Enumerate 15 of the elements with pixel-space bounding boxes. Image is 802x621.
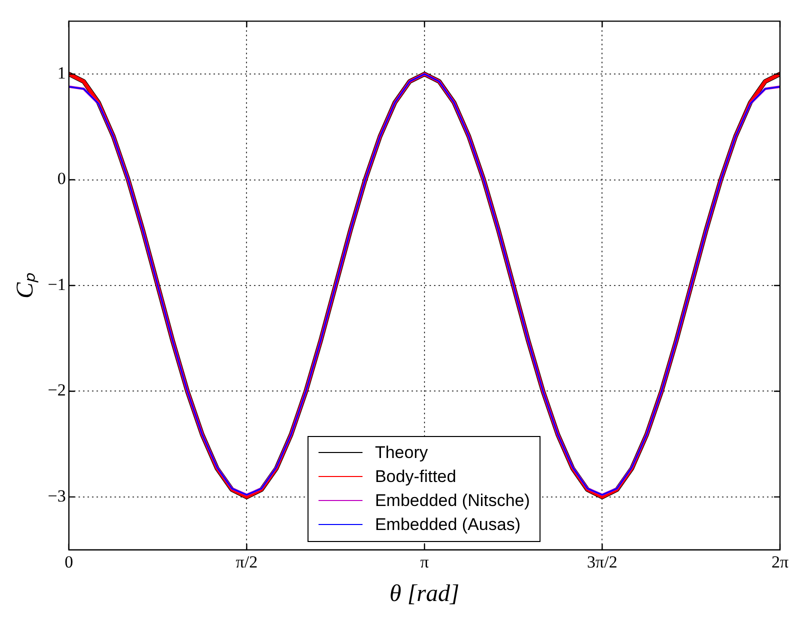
y-tick-label: −3 (48, 486, 66, 506)
x-tick-label: π/2 (236, 552, 258, 572)
x-tick-label: π (420, 552, 430, 572)
y-tick-label: 0 (57, 169, 66, 188)
legend-label: Body-fitted (374, 466, 456, 487)
y-tick-label: −1 (48, 274, 66, 294)
x-axis-title: θ [rad] (390, 580, 460, 607)
y-tick-label: 1 (57, 64, 66, 83)
y-tick-label: −2 (48, 380, 66, 400)
legend-label: Embedded (Nitsche) (374, 490, 530, 511)
legend-label: Embedded (Ausas) (374, 514, 520, 535)
x-tick-label: 3π/2 (587, 552, 618, 572)
legend-label: Theory (374, 442, 428, 463)
y-axis-title: Cₚ (12, 272, 39, 299)
x-tick-label: 2π (771, 552, 789, 572)
